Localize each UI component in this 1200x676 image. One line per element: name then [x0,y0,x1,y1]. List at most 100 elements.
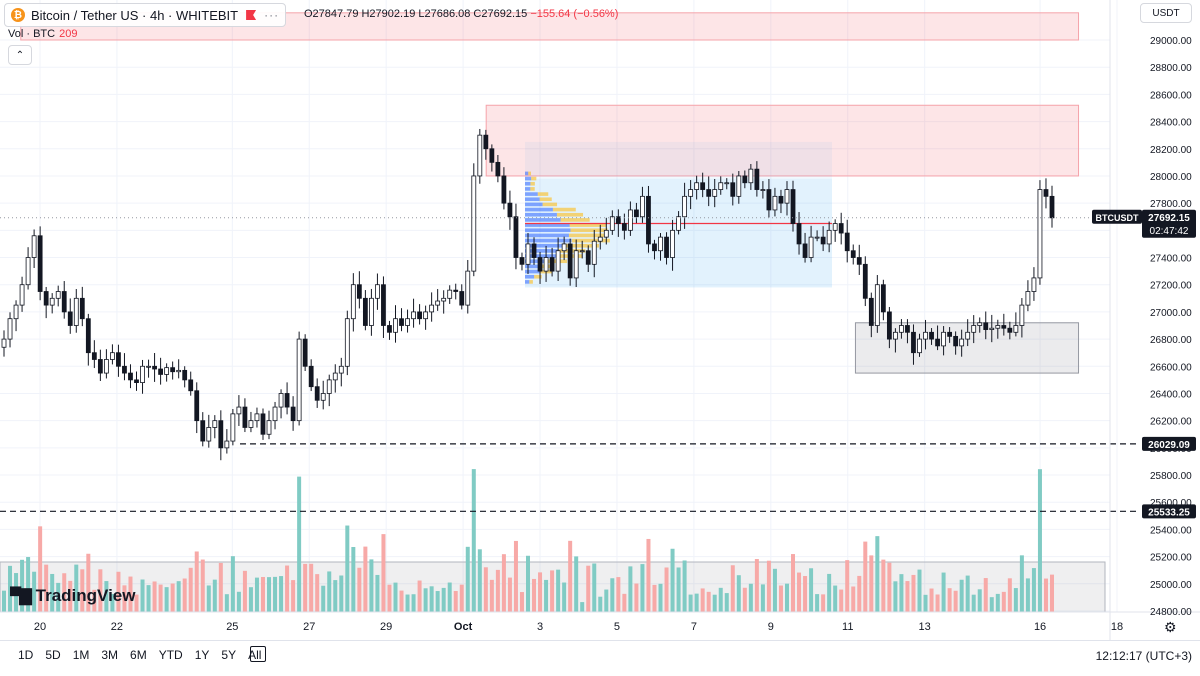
candle [429,304,435,313]
profile-bar-buy [525,264,541,269]
profile-bar-buy [525,176,532,181]
candle [242,406,248,428]
candle [314,386,320,401]
candle [67,311,73,326]
symbol-header[interactable]: ₿ Bitcoin / Tether US · 4h · WHITEBIT ··… [4,3,287,27]
candle [658,236,663,252]
volume-bar [104,581,109,612]
volume-bar [646,538,651,612]
volume-bar [700,588,705,612]
collapse-legend-button[interactable]: ⌃ [8,45,32,65]
candle [609,216,615,231]
more-icon[interactable]: ··· [264,8,280,22]
candle [549,257,555,272]
volume-bar [574,556,579,612]
candle [465,270,471,306]
calendar-icon[interactable] [250,646,266,662]
candle [983,322,989,330]
tf-1d[interactable]: 1D [18,648,34,662]
volume-bar [821,594,826,612]
candle [356,284,362,299]
volume-bar [387,584,392,612]
candle [441,297,447,302]
time-axis[interactable]: 20 22 25 27 29 Oct 3 5 7 9 11 13 16 18 [34,621,1123,633]
volume-bar [640,564,645,612]
price-chart[interactable]: 24800.00 25000.00 25200.00 25400.00 25600.00… [0,0,1200,640]
zone-resistance[interactable] [485,104,1080,177]
symbol-title[interactable]: Bitcoin / Tether US · 4h · WHITEBIT [31,7,239,23]
candle [670,229,675,258]
ohlc-readout: O27847.79 H27902.19 L27686.08 C27692.15 … [304,8,618,20]
volume-bar [604,589,609,612]
ohlc-values: O27847.79 H27902.19 L27686.08 C27692.15 [304,8,528,20]
volume-bar [610,578,615,612]
volume-bar [682,560,687,612]
profile-bar-sell [530,187,535,191]
tf-5d[interactable]: 5D [45,648,61,662]
time-tick-label: Oct [454,621,473,633]
candle [110,352,115,360]
volume-bar [357,567,362,612]
tf-5y[interactable]: 5Y [221,648,237,662]
candle [176,369,182,373]
candle [965,331,971,340]
candle [19,284,25,306]
candle [61,291,67,313]
candle [423,311,429,320]
volume-bar [959,579,964,612]
candle [302,338,308,367]
profile-bar-sell [570,228,608,233]
profile-bar-buy [525,192,538,196]
settings-icon[interactable]: ⚙ [1164,619,1177,635]
volume-bar [706,591,711,612]
volume-bar [50,573,55,612]
candle [224,440,230,449]
volume-bar [532,578,537,612]
tf-3m[interactable]: 3M [101,648,119,662]
volume-bar [236,591,241,612]
volume-bar [303,563,308,612]
tf-1y[interactable]: 1Y [194,648,210,662]
volume-bar [803,576,808,612]
volume-legend: Vol · BTC 209 [8,28,77,40]
candle [49,297,55,306]
tf-ytd[interactable]: YTD [158,648,183,662]
price-tick-label: 28000.00 [1150,172,1192,183]
price-tick-label: 28800.00 [1150,63,1192,74]
volume-bar [857,575,862,612]
candle [706,189,712,197]
volume-bar [459,584,464,612]
profile-bar-buy [525,238,572,243]
candle [730,182,736,197]
tf-1m[interactable]: 1M [72,648,90,662]
candle [712,189,718,197]
candle [248,420,254,428]
tf-6m[interactable]: 6M [130,648,147,662]
time-tick-label: 3 [537,621,543,633]
candle [170,367,176,373]
candle [320,393,326,401]
volume-bar [875,536,880,612]
volume-bar [941,572,946,612]
volume-bar [429,586,434,612]
volume-bar [1019,555,1024,612]
candle [326,379,332,394]
volume-bar [297,476,302,612]
candle [212,420,218,428]
volume-bar [815,594,820,612]
currency-button[interactable]: USDT [1140,3,1192,23]
time-tick-label: 20 [34,621,46,633]
volume-bar [411,594,416,612]
time-tick-label: 13 [919,621,931,633]
tf-all[interactable]: All [248,648,262,662]
zone-support[interactable] [854,322,1080,374]
volume-bar [128,576,133,612]
clock[interactable]: 12:12:17 (UTC+3) [1095,649,1192,663]
candle [387,325,392,333]
profile-bar-buy [525,171,529,176]
candle [31,235,37,258]
candle [989,327,995,330]
candle [405,318,410,326]
volume-bar [899,574,904,612]
flag-icon[interactable] [246,10,257,20]
